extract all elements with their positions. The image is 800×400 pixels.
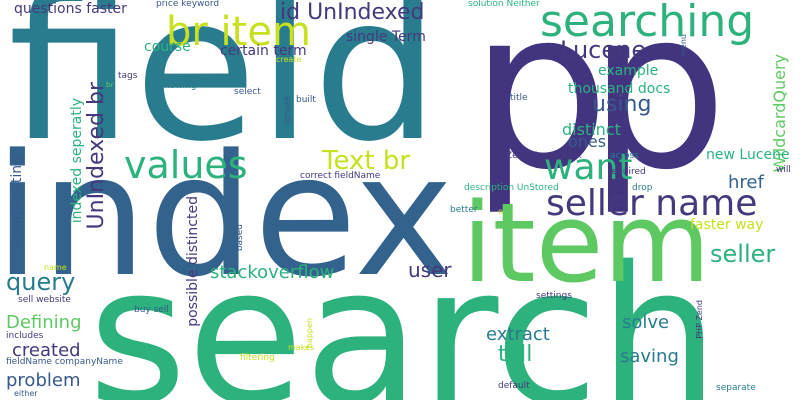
word-fieldname-companyname: fieldName companyName	[6, 358, 123, 367]
word-filtering: filtering	[240, 354, 275, 363]
word-zend-framework: Zend Framework	[506, 152, 582, 161]
word-user: user	[408, 260, 452, 280]
word-defining: Defining	[6, 314, 82, 332]
word-default: default	[498, 382, 530, 391]
word-following: following	[156, 82, 196, 91]
word-price-keyword: price keyword	[156, 0, 219, 9]
word-name: name	[44, 264, 67, 272]
word-ignore: ignore	[284, 96, 293, 124]
word-indexed-seperatly: indexed seperatly	[70, 98, 84, 223]
word-thousand-docs: thousand docs	[568, 82, 670, 96]
word-required: required	[608, 168, 646, 177]
word-based: based	[236, 224, 245, 251]
word-either: either	[14, 390, 38, 398]
word-menu: menu	[680, 34, 688, 57]
word-select: select	[234, 88, 261, 97]
word-problem: problem	[6, 372, 80, 390]
word-across: across	[610, 152, 639, 161]
word-stackoverflow: stackoverflow	[210, 264, 334, 282]
word-correct-fieldname: correct fieldName	[300, 172, 380, 181]
word-new-lucene: new Lucene	[706, 148, 790, 162]
word-questions-faster: questions faster	[14, 2, 127, 16]
word-better: better	[450, 206, 478, 215]
word-saving: saving	[620, 348, 679, 366]
word-ones: ones	[568, 134, 606, 150]
word-values: values	[124, 146, 248, 184]
word-php-zend: PHP Zend	[696, 300, 704, 339]
word-sell-website: sell website	[18, 296, 71, 305]
word-example: example	[598, 64, 658, 78]
word-o-small: o	[498, 208, 503, 216]
word-href: href	[728, 174, 764, 192]
word-query: query	[6, 270, 75, 294]
word-built: built	[296, 96, 316, 105]
word-faster-way: faster way	[690, 218, 763, 232]
word-solution-neither: solution Neither	[468, 0, 540, 9]
word-tell: tell	[498, 344, 532, 366]
word-extract: extract	[486, 326, 550, 344]
word-will: will	[776, 166, 791, 175]
word-title: title	[510, 94, 528, 103]
word-unindexed-br: UnIndexed br	[86, 82, 108, 229]
word-possible-distincted: possible distincted	[186, 196, 200, 327]
word-buy-sell: buy sell	[134, 306, 169, 315]
word-separate: separate	[716, 384, 756, 393]
word-lucene: Lucene	[560, 38, 646, 62]
word-drop: drop	[632, 184, 652, 193]
word-create: create	[276, 56, 301, 64]
word-description-unstored: description UnStored	[464, 184, 559, 193]
word-settings: settings	[536, 292, 572, 301]
word-includes: includes	[6, 332, 43, 341]
word-happen: happen	[306, 318, 314, 348]
word-id-unindexed: id UnIndexed	[280, 2, 425, 24]
word-seller: seller	[710, 242, 775, 266]
word-tags: tags	[118, 72, 137, 81]
word-course: course	[144, 40, 191, 54]
word-single-term: single Term	[346, 30, 426, 44]
word-solve: solve	[622, 314, 669, 332]
word-enumerating: enumerating	[10, 156, 24, 246]
word-br-small: br	[106, 82, 113, 89]
word-using: using	[592, 94, 651, 116]
